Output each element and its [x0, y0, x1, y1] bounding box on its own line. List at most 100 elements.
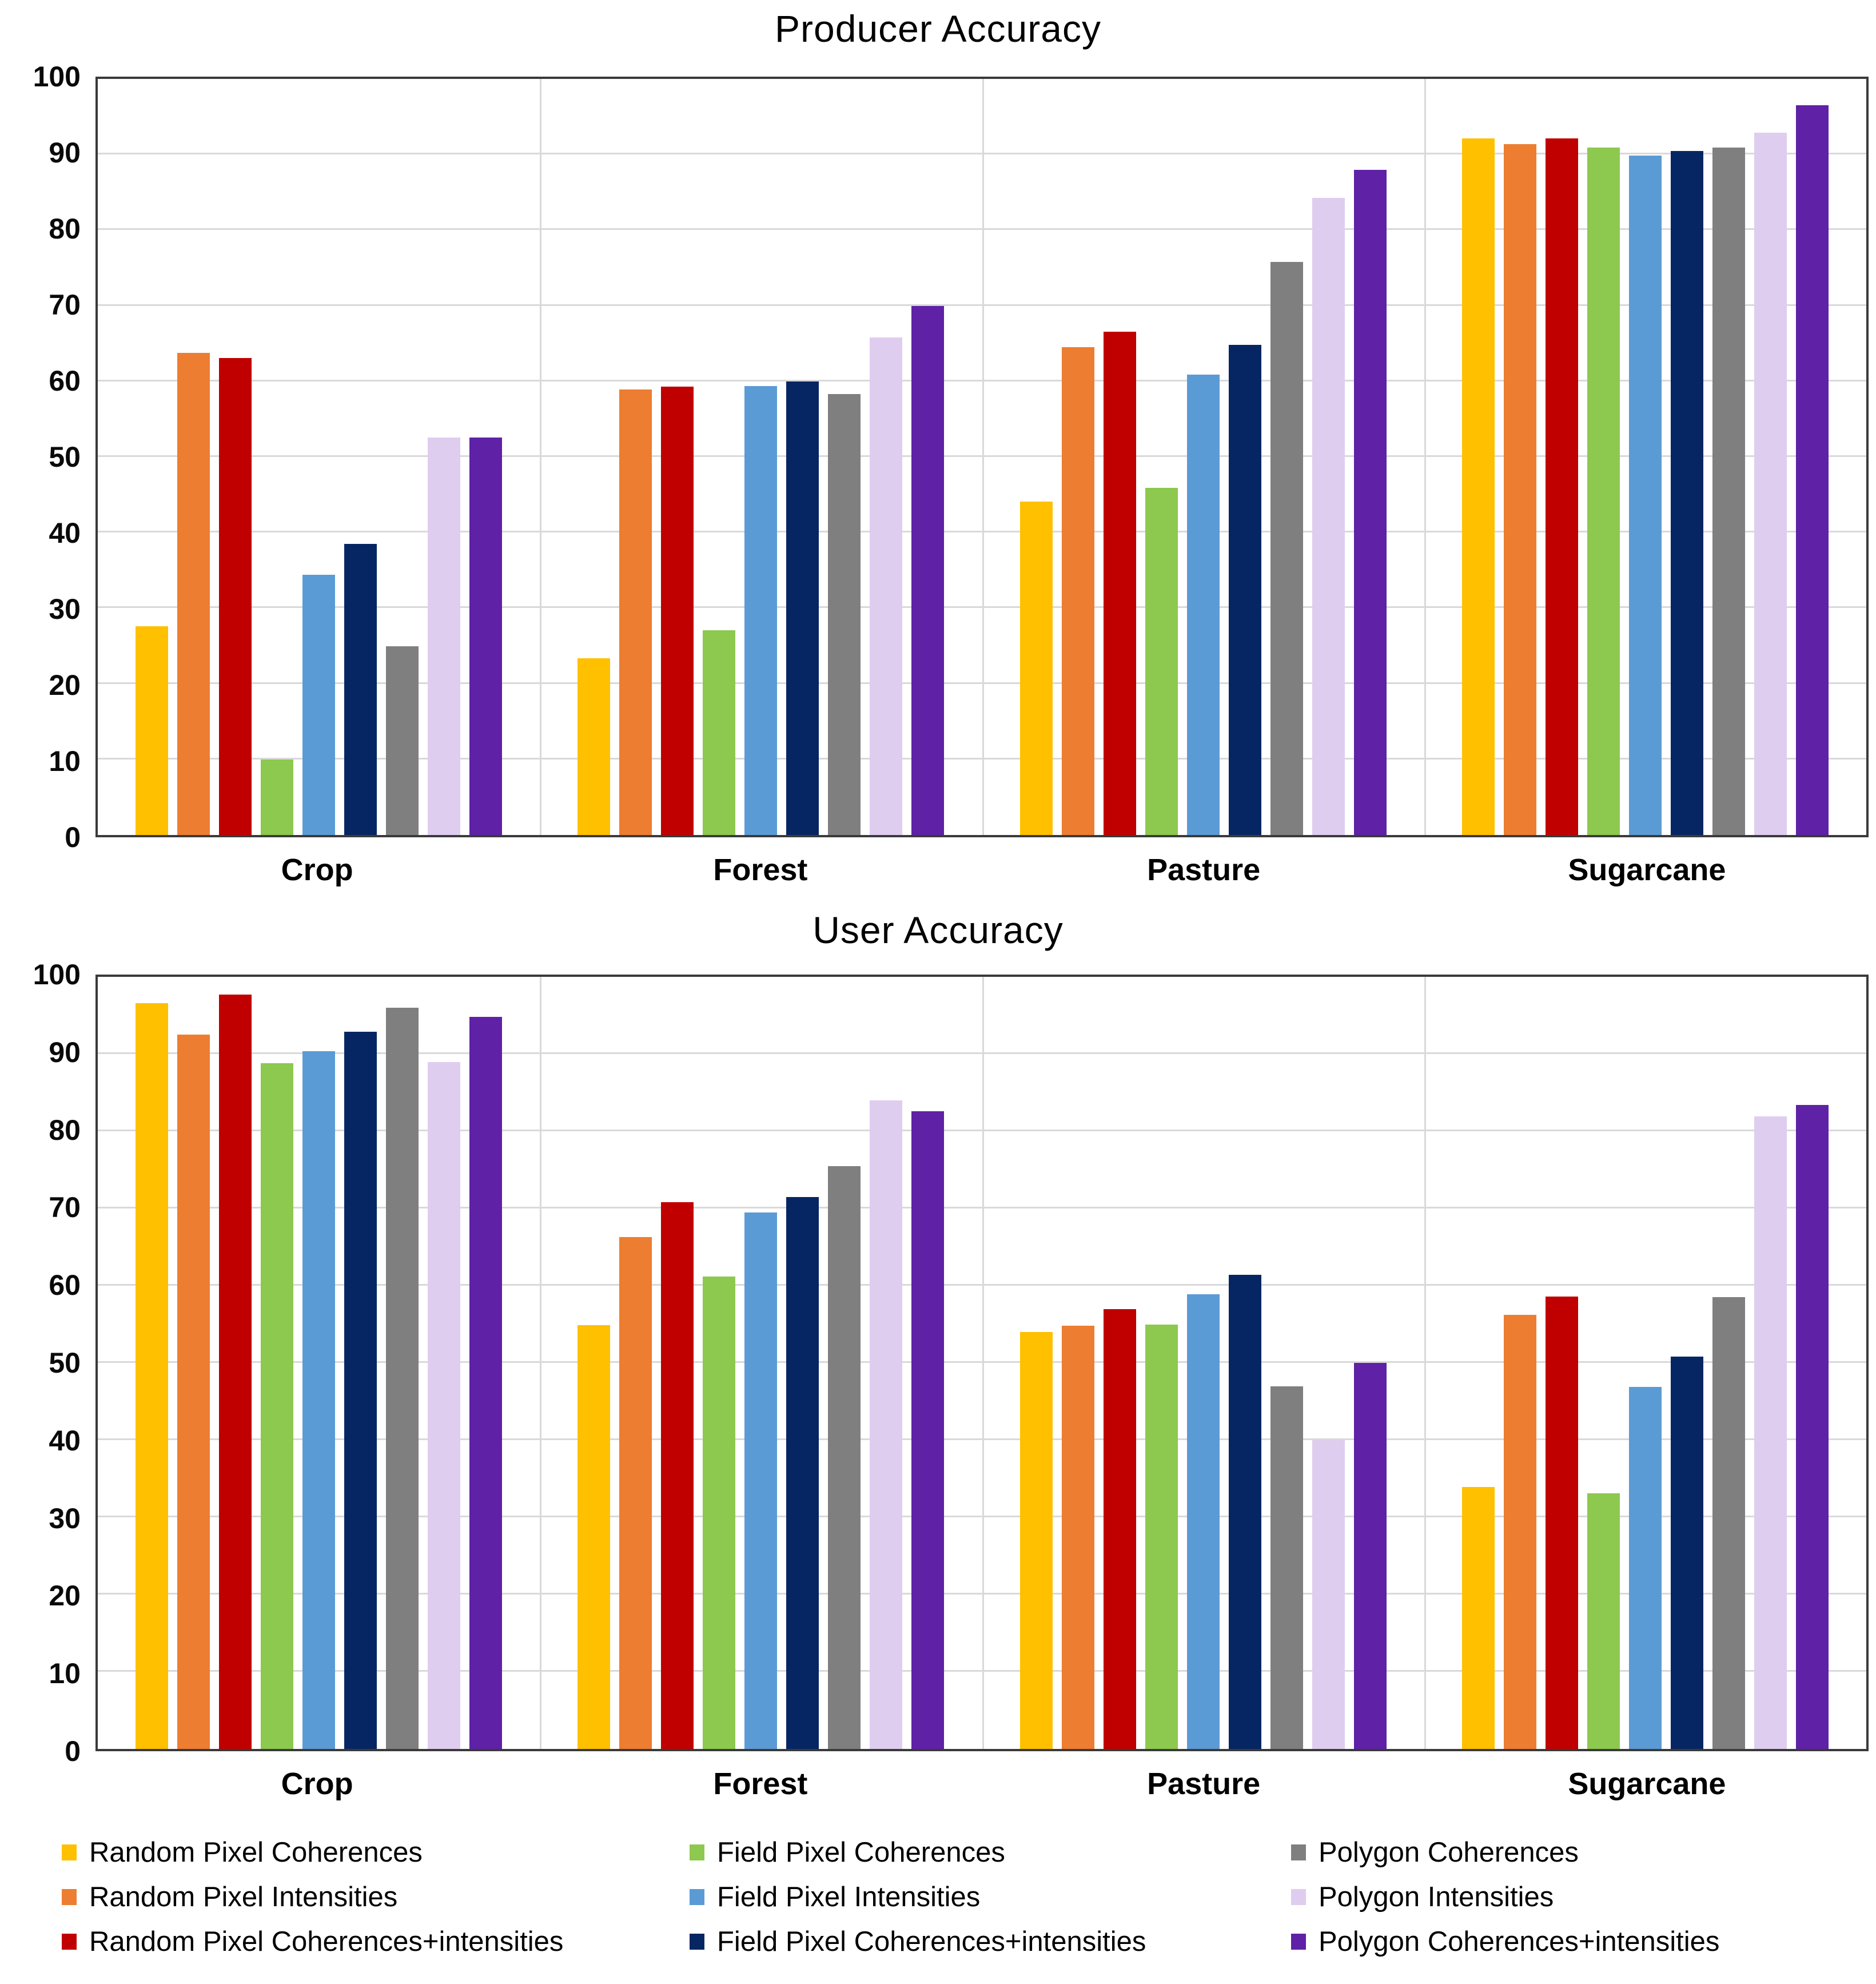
bar: [1545, 138, 1578, 835]
bar: [1712, 148, 1745, 835]
category-label: Crop: [281, 853, 353, 887]
chart-title: User Accuracy: [812, 909, 1064, 951]
legend-item: Polygon Coherences: [1291, 1836, 1719, 1869]
bar: [302, 575, 336, 835]
bar: [219, 357, 252, 835]
x-axis-labels: Crop Forest Pasture Sugarcane: [95, 852, 1869, 888]
bar: [1754, 1116, 1787, 1749]
bar: [1587, 1493, 1620, 1749]
legend: Random Pixel Coherences Random Pixel Inte…: [0, 1836, 1876, 1958]
legend-swatch-icon: [1291, 1889, 1306, 1905]
legend-label: Random Pixel Coherences+intensities: [89, 1926, 564, 1957]
bar: [1103, 331, 1136, 835]
y-axis-tick-label: 30: [49, 593, 81, 625]
y-axis-tick-label: 90: [49, 137, 81, 169]
bar: [619, 1236, 652, 1749]
bar: [1186, 374, 1220, 835]
y-axis-tick-label: 100: [33, 959, 81, 991]
y-axis: 0 10 20 30 40 50 60 70 80 90 100: [0, 62, 95, 852]
bar: [469, 437, 503, 835]
legend-label: Random Pixel Coherences: [89, 1837, 423, 1868]
bar: [661, 387, 694, 835]
chart-user-accuracy: User Accuracy 0 10 20 30 40 50 60 70 80 90 100 Cro…: [0, 907, 1876, 1802]
bar: [1019, 502, 1053, 835]
bar: [828, 1166, 861, 1749]
legend-swatch-icon: [1291, 1934, 1306, 1950]
y-axis-tick-label: 50: [49, 441, 81, 473]
bar: [1145, 488, 1178, 835]
y-axis-tick-label: 100: [33, 61, 81, 93]
legend-item: Field Pixel Coherences+intensities: [690, 1925, 1291, 1958]
chart-body: 0 10 20 30 40 50 60 70 80 90 100: [0, 62, 1876, 852]
bar-group-sugarcane: [1424, 977, 1866, 1749]
category-separator-line: [982, 977, 984, 1749]
y-axis-tick-label: 10: [49, 745, 81, 777]
legend-item: Field Pixel Intensities: [690, 1880, 1291, 1914]
bar: [1270, 1386, 1303, 1749]
y-axis-tick-label: 0: [65, 821, 81, 853]
legend-swatch-icon: [62, 1889, 77, 1905]
y-axis-tick-label: 20: [49, 669, 81, 701]
bar: [577, 1325, 611, 1749]
legend-swatch-icon: [62, 1934, 77, 1950]
bar: [428, 437, 461, 835]
legend-item: Polygon Coherences+intensities: [1291, 1925, 1719, 1958]
bar: [1754, 132, 1787, 835]
bar: [1270, 261, 1303, 835]
bar: [177, 352, 210, 835]
bar: [911, 305, 945, 835]
legend-label: Field Pixel Coherences: [717, 1837, 1005, 1868]
bar: [1228, 345, 1261, 835]
legend-label: Field Pixel Intensities: [717, 1882, 981, 1913]
category-separator-line: [540, 79, 542, 835]
legend-item: Field Pixel Coherences: [690, 1836, 1291, 1869]
y-axis-tick-label: 50: [49, 1347, 81, 1379]
category-label: Pasture: [1147, 1767, 1261, 1801]
y-axis-tick-label: 90: [49, 1036, 81, 1068]
bar: [136, 1003, 169, 1749]
category-separator-line: [540, 977, 542, 1749]
bar: [1503, 144, 1536, 835]
bar: [1353, 169, 1387, 835]
bar: [911, 1111, 945, 1749]
legend-item: Random Pixel Intensities: [62, 1880, 690, 1914]
legend-swatch-icon: [690, 1889, 704, 1905]
bar-group-pasture: [982, 977, 1424, 1749]
bar-group-crop: [98, 977, 540, 1749]
category-label: Pasture: [1147, 853, 1261, 887]
legend-column: Polygon Coherences Polygon Intensities Pol…: [1291, 1836, 1719, 1958]
bar: [1628, 155, 1662, 835]
bar: [469, 1017, 503, 1749]
bar: [1103, 1309, 1136, 1749]
bar: [302, 1051, 336, 1749]
bar: [744, 385, 778, 835]
bar: [1503, 1315, 1536, 1749]
bar: [703, 1276, 736, 1749]
bar: [1587, 148, 1620, 835]
legend-swatch-icon: [690, 1934, 704, 1950]
bar: [744, 1212, 778, 1749]
bar: [1145, 1324, 1178, 1749]
bar: [1186, 1294, 1220, 1749]
bar: [1712, 1297, 1745, 1749]
bar: [386, 646, 419, 835]
y-axis-tick-label: 80: [49, 213, 81, 245]
bar-group-forest: [540, 79, 982, 835]
legend-label: Polygon Coherences+intensities: [1319, 1926, 1720, 1957]
chart-title: Producer Accuracy: [775, 7, 1101, 50]
category-label: Sugarcane: [1568, 1767, 1726, 1801]
bar: [1628, 1386, 1662, 1749]
legend-item: Random Pixel Coherences+intensities: [62, 1925, 690, 1958]
x-axis-labels: Crop Forest Pasture Sugarcane: [95, 1766, 1869, 1802]
bar: [344, 544, 377, 835]
legend-swatch-icon: [62, 1844, 77, 1860]
bar-group-crop: [98, 79, 540, 835]
legend-label: Polygon Coherences: [1319, 1837, 1579, 1868]
bar: [1461, 1487, 1495, 1749]
category-label: Sugarcane: [1568, 853, 1726, 887]
category-separator-line: [1424, 79, 1426, 835]
bar: [870, 1100, 903, 1749]
bar: [786, 1196, 819, 1749]
category-label: Crop: [281, 1767, 353, 1801]
